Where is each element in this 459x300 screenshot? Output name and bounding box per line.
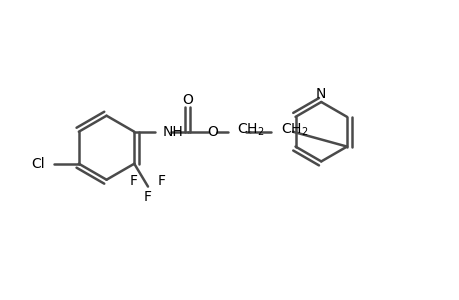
Text: CH$_2$: CH$_2$ bbox=[236, 121, 263, 138]
Text: CH$_2$: CH$_2$ bbox=[280, 121, 308, 138]
Text: Cl: Cl bbox=[31, 157, 45, 171]
Text: NH: NH bbox=[163, 125, 184, 139]
Text: F: F bbox=[144, 190, 151, 204]
Text: O: O bbox=[207, 125, 218, 139]
Text: O: O bbox=[182, 93, 193, 107]
Text: F: F bbox=[129, 174, 138, 188]
Text: N: N bbox=[315, 87, 326, 101]
Text: F: F bbox=[158, 174, 166, 188]
